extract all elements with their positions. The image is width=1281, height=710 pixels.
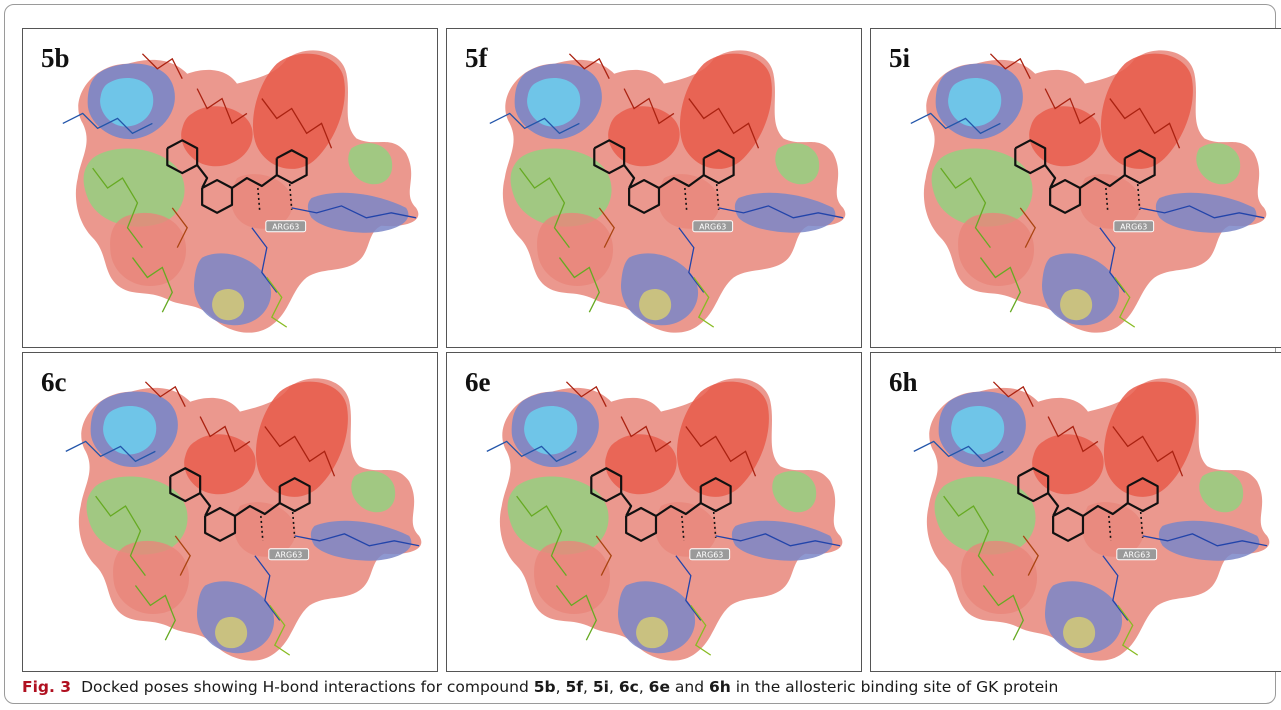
panel-6c: ARG63 6c <box>22 352 438 672</box>
residue-label: ARG63 <box>1123 551 1150 560</box>
compound-ref: 6c <box>618 678 639 696</box>
docking-image: ARG63 <box>913 378 1270 661</box>
figure-caption: Fig. 3 Docked poses showing H-bond intera… <box>22 678 1058 696</box>
caption-sep: , <box>555 678 566 696</box>
panel-label: 5i <box>889 43 911 73</box>
figure-number: Fig. 3 <box>22 678 72 696</box>
panel-6e: ARG63 6e <box>446 352 862 672</box>
caption-sep: and <box>669 678 709 696</box>
panel-5f: ARG63 5f <box>446 28 862 348</box>
caption-sep: , <box>608 678 619 696</box>
docking-image: ARG63 <box>65 378 422 661</box>
compound-ref: 5b <box>533 678 556 696</box>
caption-sep: , <box>583 678 593 696</box>
compound-ref: 6h <box>709 678 731 696</box>
residue-label: ARG63 <box>696 551 723 560</box>
residue-label: ARG63 <box>275 551 302 560</box>
panel-label: 5b <box>41 43 70 73</box>
docking-image: ARG63 <box>486 378 843 661</box>
residue-label: ARG63 <box>1120 223 1147 232</box>
residue-label: ARG63 <box>272 223 299 232</box>
compound-ref: 6e <box>648 678 670 696</box>
panel-label: 6c <box>41 367 67 397</box>
docking-image: ARG63 <box>489 50 846 333</box>
residue-label: ARG63 <box>699 223 726 232</box>
compound-ref: 5i <box>592 678 609 696</box>
panel-label: 6h <box>889 367 918 397</box>
panel-5i: ARG63 5i <box>870 28 1281 348</box>
panel-5b: ARG63 5b <box>22 28 438 348</box>
docking-image: ARG63 <box>910 50 1267 333</box>
docking-image: ARG63 <box>62 50 419 333</box>
panel-label: 6e <box>465 367 491 397</box>
compound-ref: 5f <box>565 678 583 696</box>
panel-6h: ARG63 6h <box>870 352 1281 672</box>
caption-text: Docked poses showing H-bond interactions… <box>81 678 534 696</box>
panel-label: 5f <box>465 43 488 73</box>
caption-text: in the allosteric binding site of GK pro… <box>730 678 1059 696</box>
caption-sep: , <box>638 678 649 696</box>
